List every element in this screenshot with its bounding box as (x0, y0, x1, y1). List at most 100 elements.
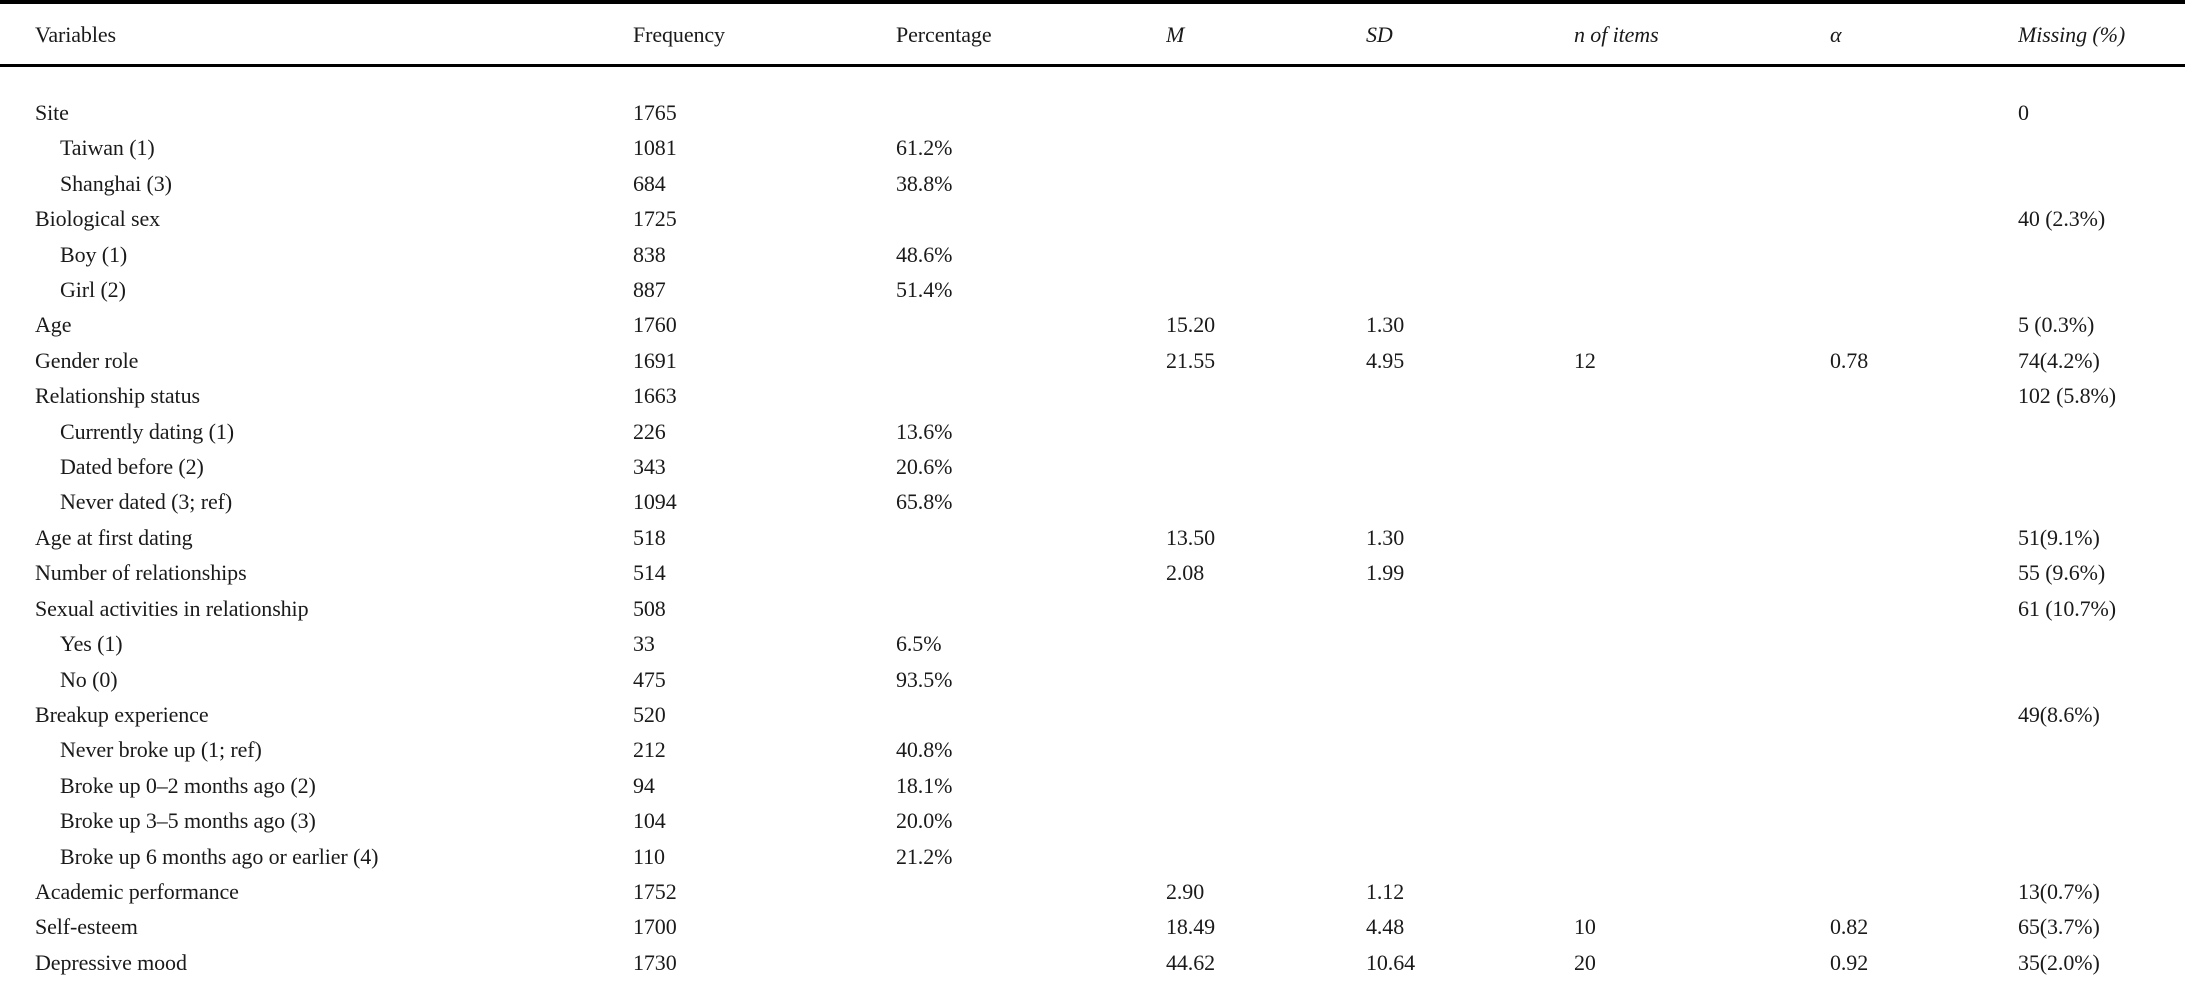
mean-cell: 15.20 (1166, 312, 1216, 338)
n-of-items-cell (1574, 520, 1830, 555)
alpha-cell (1830, 66, 2018, 131)
missing-cell (2018, 449, 2185, 484)
mean-cell (1166, 768, 1366, 803)
missing-cell (2018, 662, 2185, 697)
percentage-cell: 93.5% (896, 666, 953, 692)
percentage-cell: 21.2% (896, 843, 953, 869)
mean-cell (1166, 414, 1366, 449)
n-of-items-cell: 12 (1574, 347, 1596, 373)
mean-cell (1166, 803, 1366, 838)
sd-cell (1366, 768, 1574, 803)
mean-cell (1166, 201, 1366, 236)
frequency-cell: 1691 (633, 347, 677, 373)
mean-cell: 2.90 (1166, 878, 1205, 904)
mean-cell (1166, 449, 1366, 484)
percentage-cell: 65.8% (896, 489, 953, 515)
table-row: Currently dating (1) 226 13.6% (0, 414, 2185, 449)
mean-cell: 13.50 (1166, 524, 1216, 550)
n-of-items-cell (1574, 414, 1830, 449)
table-row: Age 1760 15.20 1.30 5 (0.3%) (0, 307, 2185, 342)
n-of-items-cell (1574, 591, 1830, 626)
frequency-cell: 104 (633, 808, 666, 834)
mean-cell (1166, 66, 1366, 131)
missing-cell: 13(0.7%) (2018, 878, 2100, 904)
mean-cell: 44.62 (1166, 949, 1216, 975)
variable-cell: Biological sex (35, 206, 161, 232)
table-row: Sexual activities in relationship 508 61… (0, 591, 2185, 626)
missing-cell (2018, 237, 2185, 272)
sd-cell (1366, 166, 1574, 201)
percentage-cell: 38.8% (896, 170, 953, 196)
mean-cell (1166, 697, 1366, 732)
mean-cell (1166, 237, 1366, 272)
alpha-cell (1830, 591, 2018, 626)
table-row: Yes (1) 33 6.5% (0, 626, 2185, 661)
n-of-items-cell (1574, 732, 1830, 767)
variable-cell: Site (35, 100, 69, 125)
alpha-cell (1830, 839, 2018, 874)
percentage-cell (896, 591, 1166, 626)
table-row: Broke up 0–2 months ago (2) 94 18.1% (0, 768, 2185, 803)
n-of-items-cell (1574, 484, 1830, 519)
variable-cell: Girl (2) (60, 277, 126, 303)
percentage-cell (896, 874, 1166, 909)
mean-cell (1166, 272, 1366, 307)
table-row: Dated before (2) 343 20.6% (0, 449, 2185, 484)
n-of-items-cell (1574, 378, 1830, 413)
missing-cell: 35(2.0%) (2018, 949, 2100, 975)
percentage-cell: 48.6% (896, 241, 953, 267)
missing-cell (2018, 626, 2185, 661)
n-of-items-cell (1574, 166, 1830, 201)
table-row: Relationship status 1663 102 (5.8%) (0, 378, 2185, 413)
n-of-items-cell (1574, 626, 1830, 661)
alpha-cell (1830, 414, 2018, 449)
variable-cell: Depressive mood (35, 949, 187, 975)
alpha-cell (1830, 697, 2018, 732)
variable-cell: Taiwan (1) (60, 135, 155, 161)
percentage-cell (896, 697, 1166, 732)
percentage-cell (896, 201, 1166, 236)
table-row: Gender role 1691 21.55 4.95 12 0.78 74(4… (0, 343, 2185, 378)
alpha-cell (1830, 626, 2018, 661)
sd-cell: 1.30 (1366, 524, 1405, 550)
table-body: Site 1765 0 Taiwan (1) 1081 61.2% Shangh… (0, 66, 2185, 981)
n-of-items-cell: 10 (1574, 914, 1596, 940)
mean-cell (1166, 839, 1366, 874)
variable-cell: Relationship status (35, 383, 200, 409)
alpha-cell (1830, 449, 2018, 484)
table-row: Never broke up (1; ref) 212 40.8% (0, 732, 2185, 767)
alpha-cell (1830, 166, 2018, 201)
sd-cell (1366, 839, 1574, 874)
frequency-cell: 226 (633, 418, 666, 444)
n-of-items-cell (1574, 803, 1830, 838)
n-of-items-cell (1574, 307, 1830, 342)
column-header-frequency: Frequency (633, 2, 896, 67)
mean-cell (1166, 626, 1366, 661)
variable-cell: Age (35, 312, 72, 338)
variable-cell: Broke up 0–2 months ago (2) (60, 772, 316, 798)
mean-cell: 21.55 (1166, 347, 1216, 373)
missing-cell: 40 (2.3%) (2018, 206, 2106, 232)
column-header-percentage: Percentage (896, 2, 1166, 67)
variable-cell: Gender role (35, 347, 139, 373)
n-of-items-cell (1574, 130, 1830, 165)
percentage-cell: 18.1% (896, 772, 953, 798)
alpha-cell (1830, 201, 2018, 236)
percentage-cell: 20.0% (896, 808, 953, 834)
missing-cell (2018, 484, 2185, 519)
n-of-items-cell (1574, 449, 1830, 484)
table-row: Breakup experience 520 49(8.6%) (0, 697, 2185, 732)
alpha-cell (1830, 484, 2018, 519)
sd-cell: 4.95 (1366, 347, 1405, 373)
n-of-items-cell (1574, 768, 1830, 803)
frequency-cell: 1752 (633, 878, 677, 904)
sd-cell (1366, 484, 1574, 519)
missing-cell (2018, 839, 2185, 874)
sd-cell (1366, 130, 1574, 165)
alpha-cell (1830, 378, 2018, 413)
alpha-cell: 0.82 (1830, 914, 1869, 940)
n-of-items-cell (1574, 874, 1830, 909)
sd-cell (1366, 662, 1574, 697)
alpha-cell (1830, 768, 2018, 803)
